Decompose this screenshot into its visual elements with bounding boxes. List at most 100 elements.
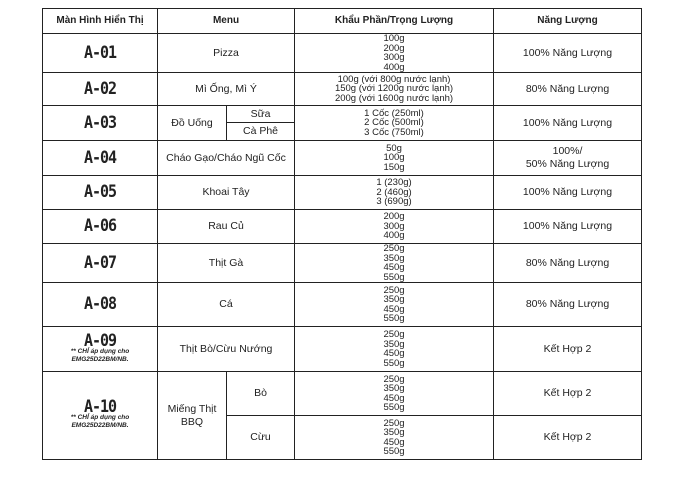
portion-item: 100g (với 800g nước lạnh): [337, 73, 451, 85]
portion-list: 250g 350g 450g 550g: [295, 330, 493, 368]
energy-cell: 100% Năng Lượng: [493, 33, 643, 73]
menu-cell: Miếng Thịt BBQ: [157, 371, 227, 460]
submenu-cell: Sữa: [225, 105, 296, 123]
portion-item: 550g: [383, 402, 405, 413]
portion-item: 300g: [383, 220, 405, 232]
portion-list: 50g 100g 150g: [295, 144, 493, 173]
portion-item: 450g: [383, 348, 405, 359]
portion-item: 250g: [383, 417, 405, 429]
portion-list: 100g 200g 300g 400g: [295, 34, 493, 72]
portion-item: 550g: [383, 313, 405, 324]
portion-item: 1 Cốc (250ml): [364, 107, 424, 119]
portion-item: 450g: [383, 262, 405, 273]
display-cell: A-06: [42, 209, 158, 244]
submenu-cell: Cừu: [225, 415, 296, 460]
display-code: A-03: [83, 111, 117, 132]
portion-item: 3 Cốc (750ml): [364, 126, 424, 138]
display-cell: A-01: [42, 33, 158, 73]
display-cell: A-09 ** CHỈ áp dụng cho EMG25D22BM/NB.: [42, 326, 158, 372]
display-cell: A-02: [42, 72, 158, 106]
display-cell: A-07: [42, 243, 158, 283]
portion-item: 300g: [383, 52, 405, 63]
table-row: A-05 Khoai Tây 1 (230g) 2 (460g) 3 (690g) 100…: [42, 175, 643, 210]
energy-cell: 100% Năng Lượng: [493, 175, 643, 210]
portion-item: 3 (690g): [376, 196, 412, 208]
portion-item: 200g: [383, 211, 405, 223]
display-code: A-08: [83, 292, 117, 314]
table-row: A-06 Rau Củ 200g 300g 400g 100% Năng Lượng: [42, 209, 643, 244]
portion-cell: 250g 350g 450g 550g: [294, 243, 495, 283]
display-cell: A-05: [42, 175, 158, 210]
portion-item: 250g: [383, 284, 405, 296]
portion-item: 250g: [383, 243, 405, 254]
menu-cell: Khoai Tây: [156, 175, 296, 210]
portion-list: 250g 350g 450g 550g: [295, 374, 493, 413]
portion-item: 550g: [383, 446, 405, 457]
menu-cell: Cá: [156, 282, 296, 327]
portion-item: 350g: [383, 427, 405, 438]
header-display: Màn Hình Hiển Thị: [42, 8, 158, 34]
portion-item: 2 (460g): [376, 186, 412, 198]
portion-item: 2 Cốc (500ml): [364, 117, 424, 129]
portion-list: 250g 350g 450g 550g: [295, 284, 493, 324]
submenu-cell: Cà Phê: [225, 122, 296, 141]
header-menu: Menu: [156, 8, 296, 34]
portion-item: 100g: [383, 33, 405, 44]
portion-list: 1 (230g) 2 (460g) 3 (690g): [295, 178, 493, 207]
portion-item: 250g: [383, 329, 405, 340]
display-code: A-09: [83, 329, 117, 350]
energy-line: 50% Năng Lượng: [525, 158, 610, 170]
portion-item: 200g: [383, 42, 405, 54]
menu-cell: Cháo Gạo/Cháo Ngũ Cốc: [156, 140, 296, 176]
table-row: A-07 Thịt Gà 250g 350g 450g 550g 80% Năng Lượn…: [42, 243, 643, 283]
menu-cell: Mì Ống, Mì Ý: [156, 72, 296, 106]
portion-item: 150g (với 1200g nước lạnh): [334, 83, 454, 95]
portion-item: 450g: [383, 392, 405, 404]
portion-item: 350g: [383, 383, 405, 394]
table-row: A-04 Cháo Gạo/Cháo Ngũ Cốc 50g 100g 150g 100%…: [42, 140, 643, 176]
display-cell: A-10 ** CHỈ áp dụng cho EMG25D22BM/NB.: [42, 371, 158, 460]
display-cell: A-03: [42, 105, 158, 141]
display-code: A-10: [83, 395, 117, 417]
energy-cell: 100% Năng Lượng: [493, 105, 643, 141]
energy-cell: Kết Hợp 2: [493, 415, 643, 460]
display-code: A-01: [83, 41, 117, 62]
energy-line: 100%/: [552, 145, 583, 157]
submenu-cell: Bò: [225, 371, 296, 416]
portion-cell: 100g (với 800g nước lạnh) 150g (với 1200g…: [294, 72, 495, 106]
energy-cell: 80% Năng Lượng: [493, 243, 643, 283]
display-code: A-05: [83, 180, 117, 202]
portion-cell: 1 (230g) 2 (460g) 3 (690g): [294, 175, 495, 210]
table-row: A-09 ** CHỈ áp dụng cho EMG25D22BM/NB. Thịt…: [42, 326, 643, 372]
portion-cell: 1 Cốc (250ml) 2 Cốc (500ml) 3 Cốc (750ml): [294, 105, 495, 141]
menu-line: BBQ: [180, 415, 204, 428]
portion-list: 1 Cốc (250ml) 2 Cốc (500ml) 3 Cốc (750ml): [295, 109, 493, 138]
portion-item: 350g: [383, 252, 405, 264]
energy-cell: 100% Năng Lượng: [493, 209, 643, 244]
portion-item: 350g: [383, 338, 405, 350]
portion-list: 250g 350g 450g 550g: [295, 244, 493, 282]
portion-cell: 250g 350g 450g 550g: [294, 415, 495, 460]
table-row: A-01 Pizza 100g 200g 300g 400g 100% Năng Lượng: [42, 33, 643, 73]
table-row: A-03 Đồ Uống Sữa 1 Cốc (250ml) 2 Cốc (500ml)…: [42, 105, 643, 141]
table-row: Cừu 250g 350g 450g 550g Kết Hợp 2: [43, 415, 643, 460]
menu-cell: Đồ Uống: [157, 105, 227, 141]
program-table: Màn Hình Hiển Thị Menu Khẩu Phần/Trọng L…: [42, 8, 643, 460]
header-portion: Khẩu Phần/Trọng Lượng: [294, 8, 495, 34]
portion-item: 450g: [383, 303, 405, 315]
display-code: A-07: [83, 251, 117, 272]
portion-item: 1 (230g): [376, 177, 412, 189]
energy-cell: Kết Hợp 2: [493, 371, 643, 416]
model-note: EMG25D22BM/NB.: [71, 422, 129, 429]
portion-item: 100g: [383, 152, 405, 164]
portion-item: 450g: [383, 436, 405, 448]
table-row: A-10 ** CHỈ áp dụng cho EMG25D22BM/NB. Miến…: [42, 371, 643, 460]
model-note: EMG25D22BM/NB.: [71, 355, 129, 363]
portion-list: 100g (với 800g nước lạnh) 150g (với 1200g…: [295, 75, 493, 104]
energy-cell: 100%/50% Năng Lượng: [493, 140, 643, 176]
portion-cell: 250g 350g 450g 550g: [294, 326, 495, 372]
display-code: A-06: [83, 214, 117, 236]
model-note: ** CHỈ áp dụng cho: [70, 414, 130, 421]
portion-item: 550g: [383, 271, 405, 283]
portion-item: 200g (với 1600g nước lạnh): [334, 92, 454, 104]
